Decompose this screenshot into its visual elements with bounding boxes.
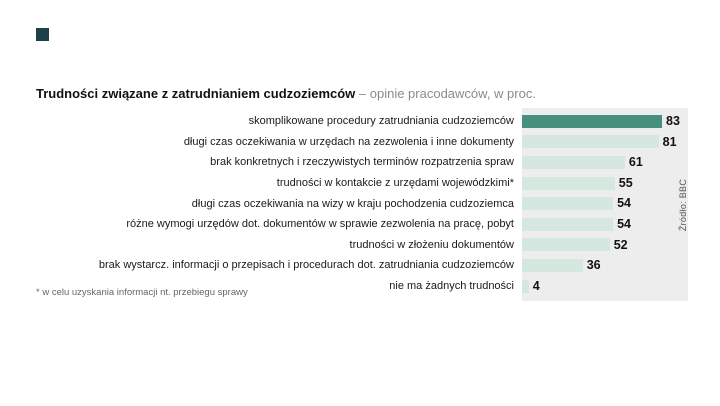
bar-value: 83 bbox=[666, 114, 680, 129]
chart-row: trudności w kontakcie z urzędami wojewód… bbox=[36, 173, 688, 194]
bar-label: różne wymogi urzędów dot. dokumentów w s… bbox=[126, 218, 514, 231]
bar-cell: 61 bbox=[522, 152, 643, 173]
bar bbox=[522, 135, 659, 149]
bar-value: 54 bbox=[617, 217, 631, 232]
chart-title-subtitle: – opinie pracodawców, w proc. bbox=[358, 86, 536, 101]
bar-label: brak wystarcz. informacji o przepisach i… bbox=[98, 259, 514, 272]
chart-row: skomplikowane procedury zatrudniania cud… bbox=[36, 111, 688, 132]
bar-label: nie ma żadnych trudności bbox=[389, 280, 514, 293]
footnote: * w celu uzyskania informacji nt. przebi… bbox=[36, 287, 248, 298]
chart-row: długi czas oczekiwania w urzędach na zez… bbox=[36, 132, 688, 153]
bar-value: 54 bbox=[617, 196, 631, 211]
bar-cell: 36 bbox=[522, 255, 601, 276]
bar bbox=[522, 197, 614, 211]
chart-row: trudności w złożeniu dokumentów 52 bbox=[36, 235, 688, 256]
bar-value: 52 bbox=[613, 237, 628, 252]
bar bbox=[522, 155, 625, 169]
chart-title: Trudności związane z zatrudnianiem cudzo… bbox=[36, 86, 536, 101]
bar-cell: 83 bbox=[522, 111, 680, 132]
chart-row: różne wymogi urzędów dot. dokumentów w s… bbox=[36, 214, 688, 235]
chart-title-bold: Trudności związane z zatrudnianiem cudzo… bbox=[36, 86, 356, 101]
chart-row: brak wystarcz. informacji o przepisach i… bbox=[36, 255, 688, 276]
bar-value: 4 bbox=[532, 278, 540, 293]
bar-value: 61 bbox=[628, 155, 643, 170]
bar bbox=[522, 258, 583, 272]
bar bbox=[522, 176, 615, 190]
bar-label: trudności w złożeniu dokumentów bbox=[349, 238, 514, 251]
chart-row: długi czas oczekiwania na wizy w kraju p… bbox=[36, 193, 688, 214]
chart-rows: Źródło: BBC skomplikowane procedury zatr… bbox=[36, 108, 688, 302]
bar bbox=[522, 279, 529, 293]
chart-row: brak konkretnych i rzeczywistych terminó… bbox=[36, 152, 688, 173]
bar-cell: 54 bbox=[522, 214, 631, 235]
bar-cell: 81 bbox=[522, 132, 677, 153]
bar-label: trudności w kontakcie z urzędami wojewód… bbox=[276, 177, 514, 190]
brand-corner-square bbox=[36, 28, 49, 41]
bar-cell: 55 bbox=[522, 173, 633, 194]
bar-label: skomplikowane procedury zatrudniania cud… bbox=[248, 115, 514, 128]
bar-chart: Źródło: BBC skomplikowane procedury zatr… bbox=[36, 108, 688, 302]
bar-value: 81 bbox=[662, 134, 677, 149]
bar-label: długi czas oczekiwania na wizy w kraju p… bbox=[191, 197, 514, 210]
bar-value: 36 bbox=[586, 258, 601, 273]
bar-value: 55 bbox=[618, 175, 633, 190]
bar bbox=[522, 217, 614, 231]
bar-label: długi czas oczekiwania w urzędach na zez… bbox=[183, 135, 514, 148]
bar bbox=[522, 238, 610, 252]
bar-cell: 54 bbox=[522, 193, 631, 214]
bar-cell: 4 bbox=[522, 276, 540, 297]
bar-label: brak konkretnych i rzeczywistych terminó… bbox=[210, 156, 514, 169]
bar bbox=[522, 114, 662, 128]
bar-cell: 52 bbox=[522, 235, 628, 256]
chart-row: nie ma żadnych trudności 4 bbox=[36, 276, 688, 297]
